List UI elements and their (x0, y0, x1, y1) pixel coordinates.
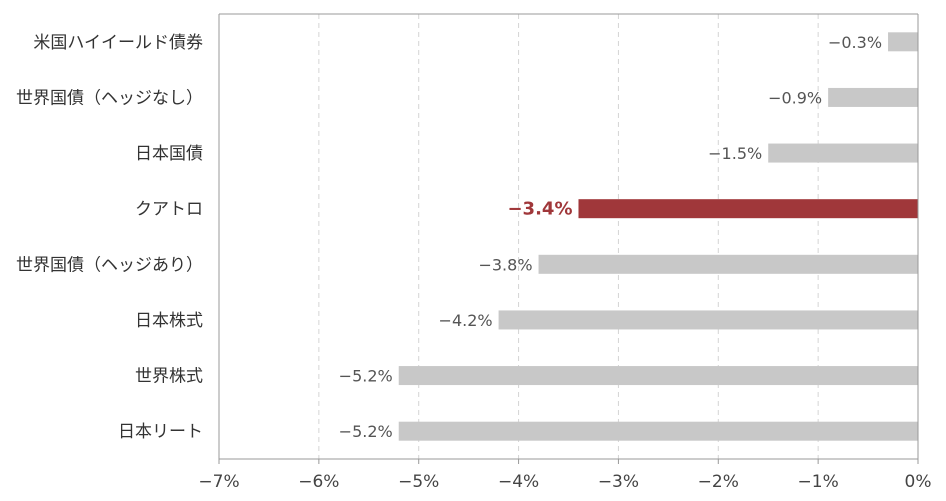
x-tick-label: −6% (298, 472, 339, 492)
x-tick-label: 0% (905, 472, 932, 492)
x-tick-label: −4% (498, 472, 539, 492)
bar (498, 310, 918, 330)
category-label: クアトロ (135, 200, 203, 220)
bars (398, 32, 918, 441)
grid-lines (318, 14, 819, 459)
data-label: −5.2% (339, 422, 393, 441)
data-label: −1.5% (708, 144, 762, 163)
data-label: −0.3% (828, 33, 882, 52)
bar (398, 421, 918, 441)
category-label: 世界国債（ヘッジあり） (16, 255, 203, 275)
data-label: −3.4% (507, 199, 572, 220)
bar (888, 32, 918, 52)
data-label: −3.8% (478, 255, 532, 274)
bar (828, 87, 918, 107)
category-label: 日本株式 (135, 311, 203, 331)
x-tick-label: −1% (798, 472, 839, 492)
data-label: −0.9% (768, 88, 822, 107)
x-tick-label: −3% (598, 472, 639, 492)
x-tick-label: −5% (398, 472, 439, 492)
x-tick-label: −2% (698, 472, 739, 492)
category-label: 米国ハイイールド債券 (33, 33, 203, 53)
category-label: 世界国債（ヘッジなし） (16, 88, 203, 108)
bar (768, 143, 918, 163)
labels: −7% −6% −5% −4% −3% −2% −1% 0% 米国ハイイールド債券 −0.3% 世界… (16, 33, 931, 492)
axes (218, 13, 919, 464)
category-label: 世界株式 (135, 367, 203, 387)
bar-highlight (578, 199, 918, 219)
data-label: −5.2% (339, 367, 393, 386)
category-label: 日本リート (118, 422, 203, 442)
data-label: −4.2% (439, 311, 493, 330)
category-label: 日本国債 (135, 144, 203, 164)
bar (538, 254, 918, 274)
x-tick-label: −7% (198, 472, 239, 492)
bar (398, 366, 918, 386)
